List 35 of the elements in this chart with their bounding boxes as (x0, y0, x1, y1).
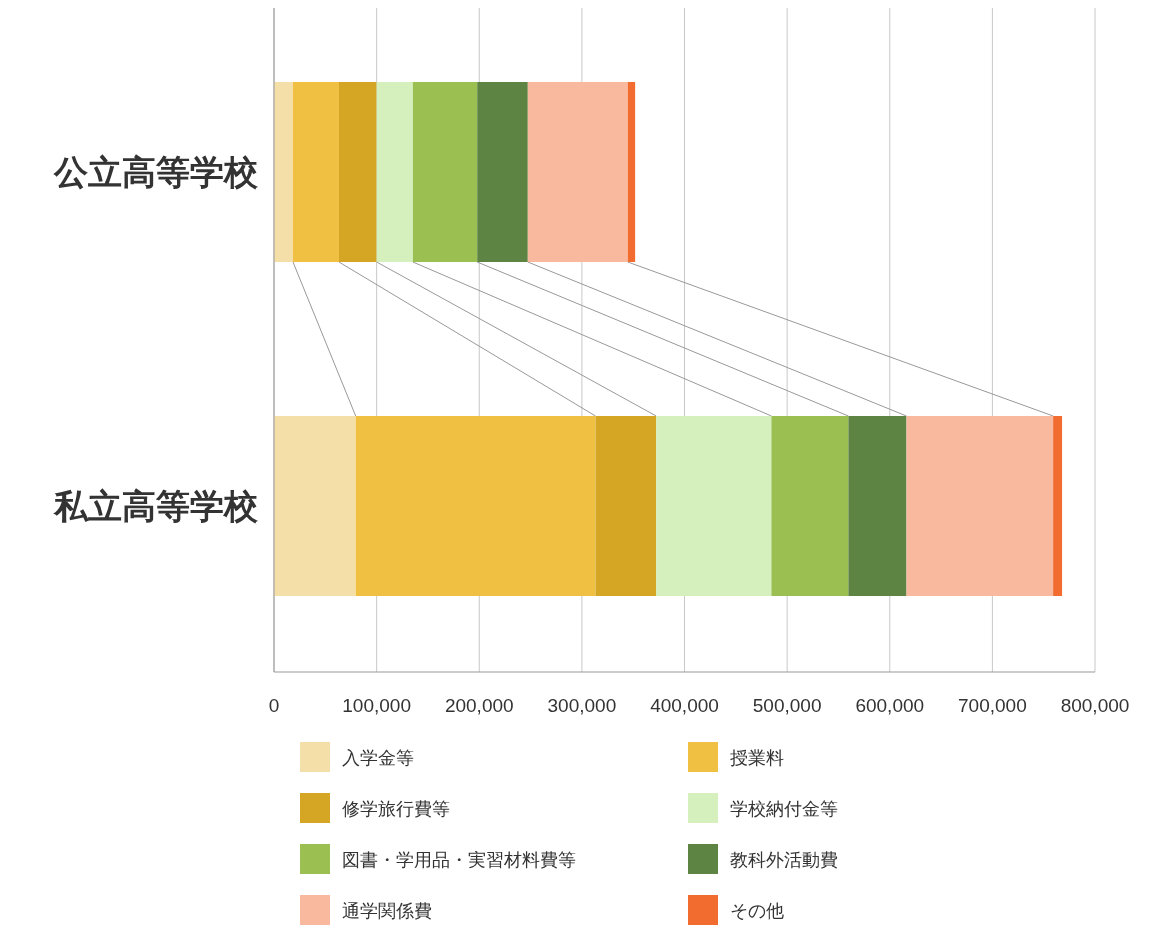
x-tick-label: 600,000 (855, 695, 925, 716)
x-tick-label: 800,000 (1060, 695, 1130, 716)
y-tick-label: 私立高等学校 (53, 487, 259, 525)
bar (355, 416, 596, 596)
bar (292, 82, 339, 262)
legend-label: 修学旅行費等 (342, 799, 450, 819)
legend-label: 図書・学用品・実習材料費等 (342, 850, 576, 870)
y-tick-label: 公立高等学校 (53, 153, 259, 191)
bar (338, 82, 377, 262)
legend-label: その他 (730, 901, 784, 921)
bar (656, 416, 772, 596)
bar (412, 82, 478, 262)
bar (376, 82, 413, 262)
legend-label: 学校納付金等 (730, 799, 838, 819)
legend-label: 通学関係費 (342, 901, 432, 921)
x-tick-label: 500,000 (752, 695, 822, 716)
bar (595, 416, 657, 596)
x-tick-label: 200,000 (444, 695, 514, 716)
bar (906, 416, 1054, 596)
x-tick-label: 700,000 (958, 695, 1027, 716)
bar (771, 416, 849, 596)
legend-label: 授業料 (730, 748, 784, 768)
x-tick-label: 100,000 (342, 695, 411, 716)
x-tick-label: 300,000 (547, 695, 617, 716)
bar (274, 82, 293, 262)
legend-label: 教科外活動費 (730, 850, 838, 870)
bar (848, 416, 907, 596)
x-tick-label: 400,000 (650, 695, 719, 716)
x-tick-label: 0 (268, 695, 280, 716)
bar (274, 416, 356, 596)
bar (527, 82, 628, 262)
legend-label: 入学金等 (342, 748, 414, 768)
bar (627, 82, 636, 262)
bar (1053, 416, 1063, 596)
bar (477, 82, 528, 262)
